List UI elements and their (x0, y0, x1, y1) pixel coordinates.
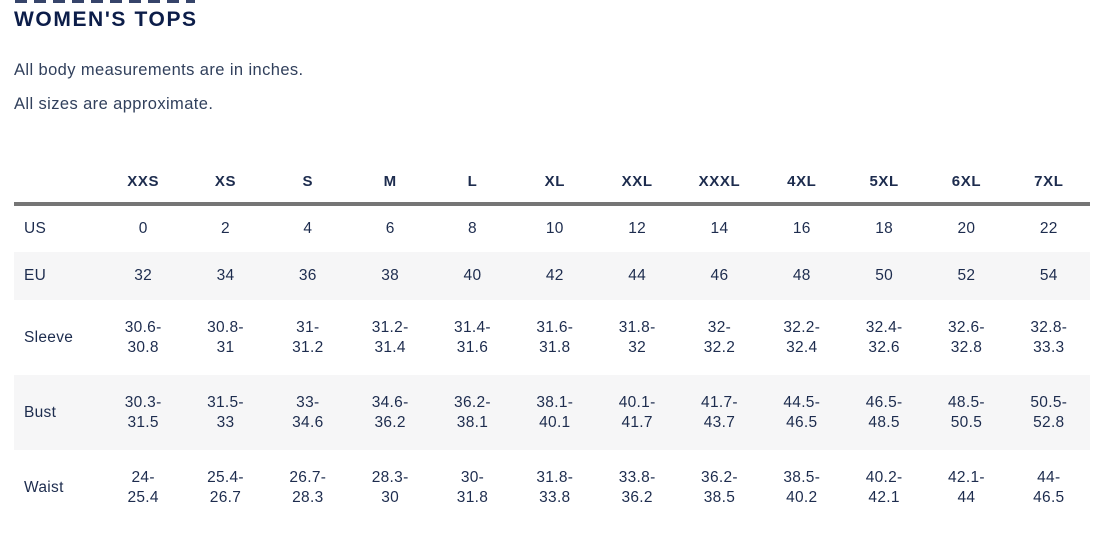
size-value-cell: 25.4- 26.7 (207, 468, 244, 506)
size-column-header: 5XL (842, 160, 926, 206)
size-header-row: XXS XS S M L XL XXL XXXL 4XL 5XL 6XL 7XL (14, 160, 1090, 206)
size-value-cell: 6 (385, 220, 395, 238)
size-column-header: XXS (102, 160, 185, 206)
size-value-cell: 41.7- 43.7 (701, 393, 738, 431)
size-value-cell: 26.7- 28.3 (289, 468, 327, 506)
size-table-header: XXS XS S M L XL XXL XXXL 4XL 5XL 6XL 7XL (14, 160, 1090, 206)
size-value-cell: 31.4- 31.6 (454, 318, 491, 356)
size-value-cell: 44.5- 46.5 (783, 393, 821, 431)
size-value-cell: 52 (957, 267, 976, 285)
size-value-cell: 24- 25.4 (127, 468, 159, 506)
size-value-cell: 32- 32.2 (703, 318, 736, 356)
size-value-cell: 0 (138, 220, 148, 238)
size-column-header: XL (513, 160, 596, 206)
size-value-cell: 31.2- 31.4 (371, 318, 409, 356)
size-value-cell: 36.2- 38.1 (454, 393, 491, 431)
size-value-cell: 40.1- 41.7 (618, 393, 656, 431)
size-value-cell: 33- 34.6 (292, 393, 324, 431)
size-value-cell: 38.1- 40.1 (536, 393, 574, 431)
size-table: XXS XS S M L XL XXL XXXL 4XL 5XL 6XL 7XL US 0 2 4 6 8 10 1… (14, 160, 1090, 525)
size-value-cell: 16 (792, 220, 811, 238)
size-value-cell: 50.5- 52.8 (1030, 393, 1068, 431)
size-value-cell: 42 (545, 267, 564, 285)
size-column-header: L (431, 160, 514, 206)
page-title: WOMEN'S TOPS (14, 8, 198, 31)
size-value-cell: 54 (1039, 267, 1058, 285)
size-value-cell: 40 (463, 267, 482, 285)
size-column-header: S (266, 160, 349, 206)
size-value-cell: 10 (545, 220, 564, 238)
size-value-cell: 32.4- 32.6 (865, 318, 903, 356)
corner-cell (14, 160, 102, 206)
row-label: Sleeve (24, 328, 74, 346)
size-value-cell: 4 (303, 220, 313, 238)
note-measurements: All body measurements are in inches. (14, 61, 304, 79)
size-value-cell: 32.8- 33.3 (1030, 318, 1068, 356)
size-column-header: 4XL (760, 160, 843, 206)
clipped-text-fragment (15, 0, 195, 3)
size-value-cell: 38 (381, 267, 400, 285)
size-value-cell: 36.2- 38.5 (701, 468, 738, 506)
size-value-cell: 31.5- 33 (207, 393, 244, 431)
size-value-cell: 22 (1039, 220, 1058, 238)
size-column-header: XXXL (678, 160, 761, 206)
note-sizes: All sizes are approximate. (14, 95, 214, 113)
row-label: Waist (24, 478, 64, 496)
table-row-eu: EU 32 34 36 38 40 42 44 46 48 50 52 54 (14, 252, 1090, 300)
size-column-header: XS (184, 160, 267, 206)
size-value-cell: 18 (875, 220, 894, 238)
size-value-cell: 46.5- 48.5 (865, 393, 903, 431)
size-value-cell: 30.3- 31.5 (124, 393, 162, 431)
size-value-cell: 48 (792, 267, 811, 285)
size-value-cell: 36 (298, 267, 317, 285)
size-value-cell: 30.6- 30.8 (124, 318, 162, 356)
size-value-cell: 31.8- 32 (618, 318, 656, 356)
size-value-cell: 28.3- 30 (371, 468, 409, 506)
size-column-header: M (348, 160, 432, 206)
size-value-cell: 12 (628, 220, 647, 238)
size-value-cell: 31.8- 33.8 (536, 468, 574, 506)
size-table-body: US 0 2 4 6 8 10 12 14 16 18 20 22 EU 32 34 36 38 40 42 44 46 4… (14, 204, 1090, 525)
size-value-cell: 48.5- 50.5 (948, 393, 985, 431)
size-value-cell: 14 (710, 220, 729, 238)
size-value-cell: 2 (221, 220, 230, 238)
size-value-cell: 32.6- 32.8 (948, 318, 985, 356)
size-column-header: 6XL (925, 160, 1008, 206)
size-value-cell: 30- 31.8 (456, 468, 489, 506)
row-label: EU (24, 267, 47, 285)
size-value-cell: 38.5- 40.2 (783, 468, 821, 506)
table-row-waist: Waist 24- 25.4 25.4- 26.7 26.7- 28.3 28.3- 30 30-… (14, 450, 1090, 525)
size-value-cell: 44 (628, 267, 647, 285)
size-value-cell: 31- 31.2 (292, 318, 324, 356)
size-value-cell: 46 (710, 267, 729, 285)
size-value-cell: 40.2- 42.1 (865, 468, 903, 506)
size-value-cell: 34.6- 36.2 (371, 393, 409, 431)
table-row-us: US 0 2 4 6 8 10 12 14 16 18 20 22 (14, 204, 1090, 252)
size-value-cell: 33.8- 36.2 (618, 468, 656, 506)
row-label: US (24, 220, 47, 238)
row-label: Bust (24, 403, 57, 421)
size-value-cell: 30.8- 31 (207, 318, 244, 356)
size-value-cell: 50 (875, 267, 894, 285)
size-column-header: 7XL (1007, 160, 1090, 206)
size-value-cell: 32.2- 32.4 (783, 318, 821, 356)
size-value-cell: 42.1- 44 (948, 468, 985, 506)
table-row-sleeve: Sleeve 30.6- 30.8 30.8- 31 31- 31.2 31.2- 31.4 31… (14, 300, 1090, 375)
size-value-cell: 20 (957, 220, 976, 238)
size-value-cell: 32 (134, 267, 153, 285)
size-value-cell: 8 (468, 220, 477, 238)
size-column-header: XXL (595, 160, 679, 206)
table-row-bust: Bust 30.3- 31.5 31.5- 33 33- 34.6 34.6- 36.2 36.2… (14, 375, 1090, 450)
size-value-cell: 34 (216, 267, 235, 285)
size-value-cell: 44- 46.5 (1033, 468, 1065, 506)
size-value-cell: 31.6- 31.8 (536, 318, 574, 356)
